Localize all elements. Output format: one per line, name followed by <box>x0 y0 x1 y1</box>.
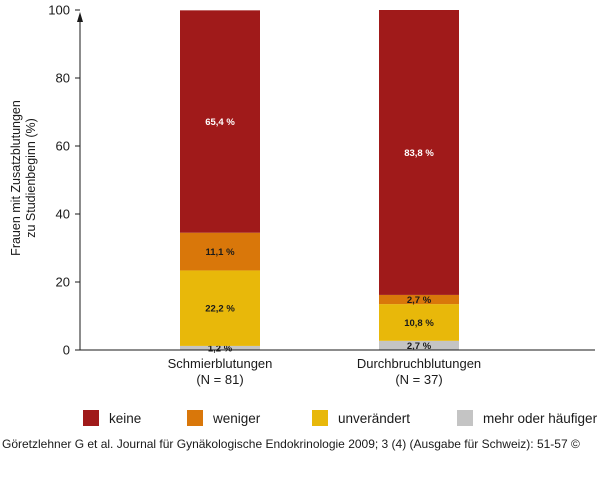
y-tick-label-5: 100 <box>48 3 70 18</box>
category-n-0: (N = 81) <box>196 372 243 387</box>
stacked-bar-chart: 1,2 %22,2 %11,1 %65,4 %Schmierblutungen(… <box>9 3 595 387</box>
legend-swatch-3 <box>457 410 473 426</box>
data-label-1-2: 2,7 % <box>407 295 432 306</box>
legend-item-3: mehr oder häufiger <box>457 408 597 428</box>
bar-segment-1-1 <box>379 304 459 341</box>
y-tick-label-1: 20 <box>56 275 70 290</box>
data-label-0-3: 65,4 % <box>205 117 235 128</box>
legend-item-1: weniger <box>187 408 260 428</box>
data-label-1-3: 83,8 % <box>404 148 434 159</box>
category-label-0: Schmierblutungen <box>168 356 273 371</box>
data-label-1-1: 10,8 % <box>404 318 434 329</box>
data-label-0-1: 22,2 % <box>205 304 235 315</box>
bar-segment-0-1 <box>180 270 260 346</box>
y-tick-label-4: 80 <box>56 71 70 86</box>
legend-label-1: weniger <box>213 410 261 426</box>
citation: Göretzlehner G et al. Journal für Gynäko… <box>2 437 580 451</box>
legend-item-2: unverändert <box>312 408 410 428</box>
bar-segment-0-0 <box>180 345 260 350</box>
y-axis-label: Frauen mit Zusatzblutungenzu Studienbegi… <box>9 100 38 256</box>
category-n-1: (N = 37) <box>395 372 442 387</box>
y-tick-label-2: 40 <box>56 207 70 222</box>
y-tick-label-3: 60 <box>56 139 70 154</box>
data-label-1-0: 2,7 % <box>407 341 432 352</box>
legend-swatch-1 <box>187 410 203 426</box>
legend: keine weniger unverändert mehr oder häufige… <box>0 408 600 430</box>
y-axis-arrow-icon <box>77 12 83 22</box>
legend-item-0: keine <box>83 408 141 428</box>
bar-segment-1-0 <box>379 340 459 350</box>
legend-label-2: unverändert <box>338 410 411 426</box>
legend-swatch-2 <box>312 410 328 426</box>
legend-label-0: keine <box>109 410 142 426</box>
legend-swatch-0 <box>83 410 99 426</box>
bar-segment-1-2 <box>379 294 459 305</box>
category-label-1: Durchbruchblutungen <box>357 356 481 371</box>
bar-segment-0-3 <box>180 10 260 233</box>
bar-segment-0-2 <box>180 232 260 271</box>
y-tick-label-0: 0 <box>63 343 70 358</box>
data-label-0-0: 1,2 % <box>208 343 233 354</box>
data-label-0-2: 11,1 % <box>205 247 235 258</box>
bar-segment-1-3 <box>379 10 459 295</box>
legend-label-3: mehr oder häufiger <box>483 410 598 426</box>
